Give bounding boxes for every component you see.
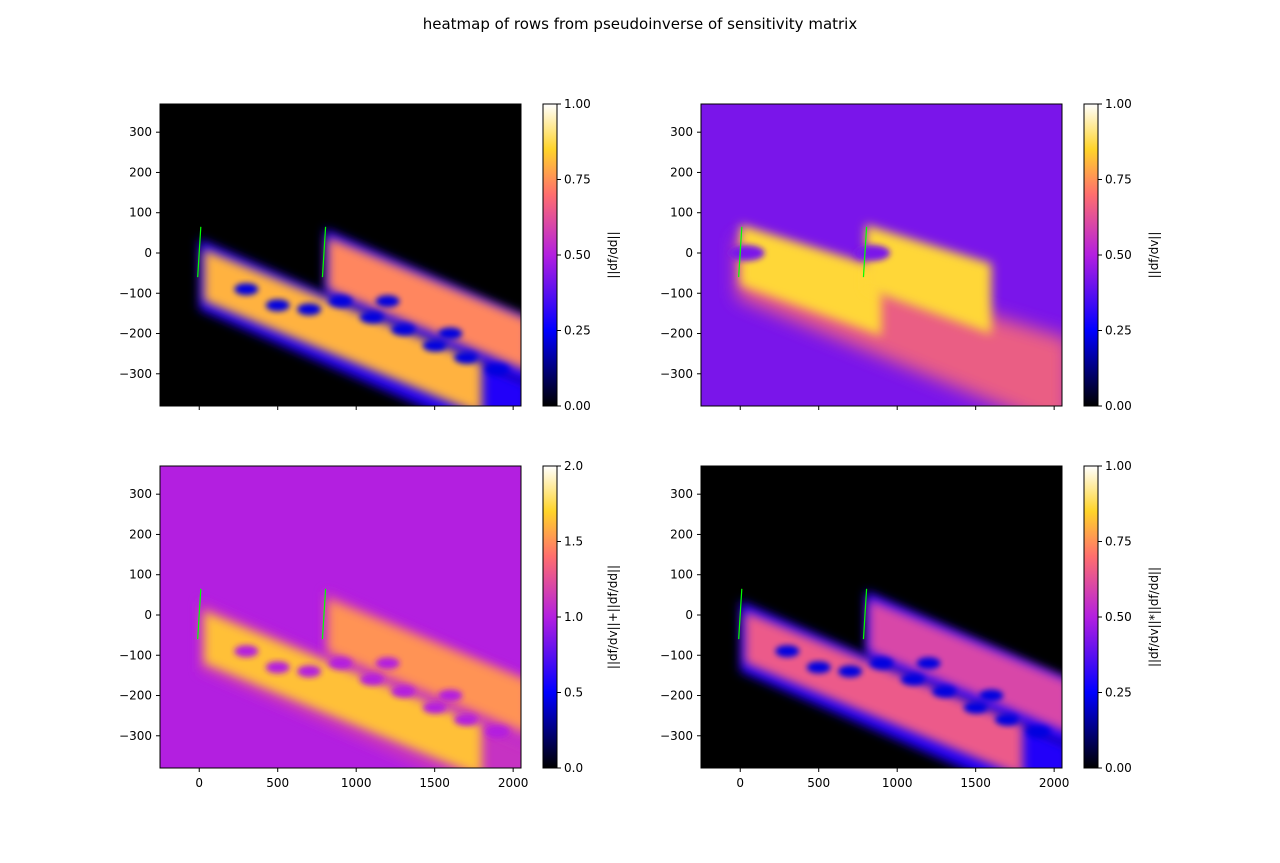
- x-tick-label: 0: [195, 776, 203, 790]
- subplot-top-right: −300 −200 −100 0 100 200 300 0.00 0.25 0.50 0.75 1.…: [660, 97, 1161, 413]
- marker-line-2: [862, 588, 868, 640]
- colorbar-label: ||df/dd||: [606, 231, 620, 278]
- colorbar-tick-label: 0.50: [564, 248, 591, 262]
- heatmap-image: [160, 466, 521, 768]
- y-tick-label: 100: [670, 206, 693, 220]
- marker-line-1: [197, 226, 202, 278]
- y-tick-label: −300: [660, 729, 693, 743]
- heatmap-image: [701, 466, 1062, 768]
- colorbar-label: ||df/dv||*||df/dd||: [1147, 567, 1161, 667]
- y-tick-label: −100: [660, 286, 693, 300]
- colorbar: 0.00 0.25 0.50 0.75 1.00 ||df/dv||*||df/dd||: [1083, 459, 1161, 775]
- colorbar-tick-label: 0.00: [564, 399, 591, 413]
- x-tick-label: 2000: [498, 776, 529, 790]
- colorbar-tick-label: 1.5: [564, 535, 583, 549]
- marker-line-2: [862, 226, 868, 278]
- colorbar: 0.00 0.25 0.50 0.75 1.00 ||df/dv||: [1083, 97, 1161, 413]
- y-tick-label: 200: [670, 527, 693, 541]
- heatmap-image: [701, 104, 1062, 406]
- colorbar-tick-label: 0.25: [1105, 324, 1132, 338]
- subplot-bottom-right: −300 −200 −100 0 100 200 300 0 500 1000 1500 2000 0.…: [660, 459, 1161, 790]
- axes-frame: [159, 465, 522, 769]
- colorbar-tick-label: 0.00: [1105, 761, 1132, 775]
- y-tick-label: −200: [660, 327, 693, 341]
- subplot-bottom-left: −300 −200 −100 0 100 200 300 0 500 1000 1500 2000 0.…: [119, 459, 620, 790]
- colorbar-label: ||df/dv||: [1147, 232, 1161, 279]
- y-tick-label: 100: [129, 568, 152, 582]
- subplot-top-left: −300 −200 −100 0 100 200 300 0.00 0.25 0.50 0.75 1.…: [119, 97, 620, 413]
- marker-line-2: [321, 588, 327, 640]
- y-tick-label: 300: [129, 487, 152, 501]
- y-tick-label: 300: [670, 487, 693, 501]
- x-tick-label: 1500: [960, 776, 991, 790]
- y-tick-label: −100: [660, 648, 693, 662]
- y-tick-label: 0: [685, 608, 693, 622]
- marker-line-2: [321, 226, 327, 278]
- colorbar: 0.00 0.25 0.50 0.75 1.00 ||df/dd||: [542, 97, 620, 413]
- y-tick-label: 200: [129, 165, 152, 179]
- x-tick-label: 500: [266, 776, 289, 790]
- y-tick-label: 100: [670, 568, 693, 582]
- colorbar: 0.0 0.5 1.0 1.5 2.0 ||df/dv||+||df/dd||: [542, 459, 620, 775]
- axes-frame: [700, 465, 1063, 769]
- y-tick-label: −300: [119, 367, 152, 381]
- y-tick-label: 200: [670, 165, 693, 179]
- x-tick-label: 500: [807, 776, 830, 790]
- figure-title: heatmap of rows from pseudoinverse of se…: [423, 15, 858, 33]
- colorbar-tick-label: 0.5: [564, 686, 583, 700]
- colorbar-tick-label: 0.25: [564, 324, 591, 338]
- y-tick-label: 200: [129, 527, 152, 541]
- colorbar-tick-label: 0.00: [1105, 399, 1132, 413]
- colorbar-tick-label: 0.75: [1105, 535, 1132, 549]
- x-tick-label: 1500: [419, 776, 450, 790]
- y-tick-label: −200: [119, 327, 152, 341]
- y-tick-label: 100: [129, 206, 152, 220]
- colorbar-tick-label: 1.00: [1105, 97, 1132, 111]
- colorbar-gradient: [1084, 104, 1098, 406]
- y-tick-label: 0: [144, 246, 152, 260]
- x-tick-label: 0: [736, 776, 744, 790]
- heatmap-image: [160, 104, 521, 406]
- colorbar-tick-label: 0.0: [564, 761, 583, 775]
- y-tick-label: −300: [660, 367, 693, 381]
- colorbar-tick-label: 0.25: [1105, 686, 1132, 700]
- colorbar-tick-label: 1.00: [564, 97, 591, 111]
- y-tick-label: 300: [129, 125, 152, 139]
- y-tick-label: −100: [119, 286, 152, 300]
- axes-frame: [159, 103, 522, 407]
- x-tick-label: 2000: [1039, 776, 1070, 790]
- y-tick-label: 0: [144, 608, 152, 622]
- colorbar-tick-label: 0.50: [1105, 610, 1132, 624]
- y-tick-label: −200: [660, 689, 693, 703]
- y-tick-label: −100: [119, 648, 152, 662]
- colorbar-gradient: [1084, 466, 1098, 768]
- y-tick-label: 0: [685, 246, 693, 260]
- x-tick-label: 1000: [882, 776, 913, 790]
- axes-frame: [700, 103, 1063, 407]
- marker-line-1: [738, 588, 743, 640]
- colorbar-tick-label: 0.50: [1105, 248, 1132, 262]
- colorbar-gradient: [543, 104, 557, 406]
- colorbar-label: ||df/dv||+||df/dd||: [606, 565, 620, 669]
- colorbar-tick-label: 0.75: [564, 173, 591, 187]
- colorbar-tick-label: 1.00: [1105, 459, 1132, 473]
- marker-line-1: [738, 226, 743, 278]
- colorbar-tick-label: 0.75: [1105, 173, 1132, 187]
- colorbar-gradient: [543, 466, 557, 768]
- colorbar-tick-label: 1.0: [564, 610, 583, 624]
- colorbar-tick-label: 2.0: [564, 459, 583, 473]
- marker-line-1: [197, 588, 202, 640]
- y-tick-label: −300: [119, 729, 152, 743]
- x-tick-label: 1000: [341, 776, 372, 790]
- y-tick-label: −200: [119, 689, 152, 703]
- y-tick-label: 300: [670, 125, 693, 139]
